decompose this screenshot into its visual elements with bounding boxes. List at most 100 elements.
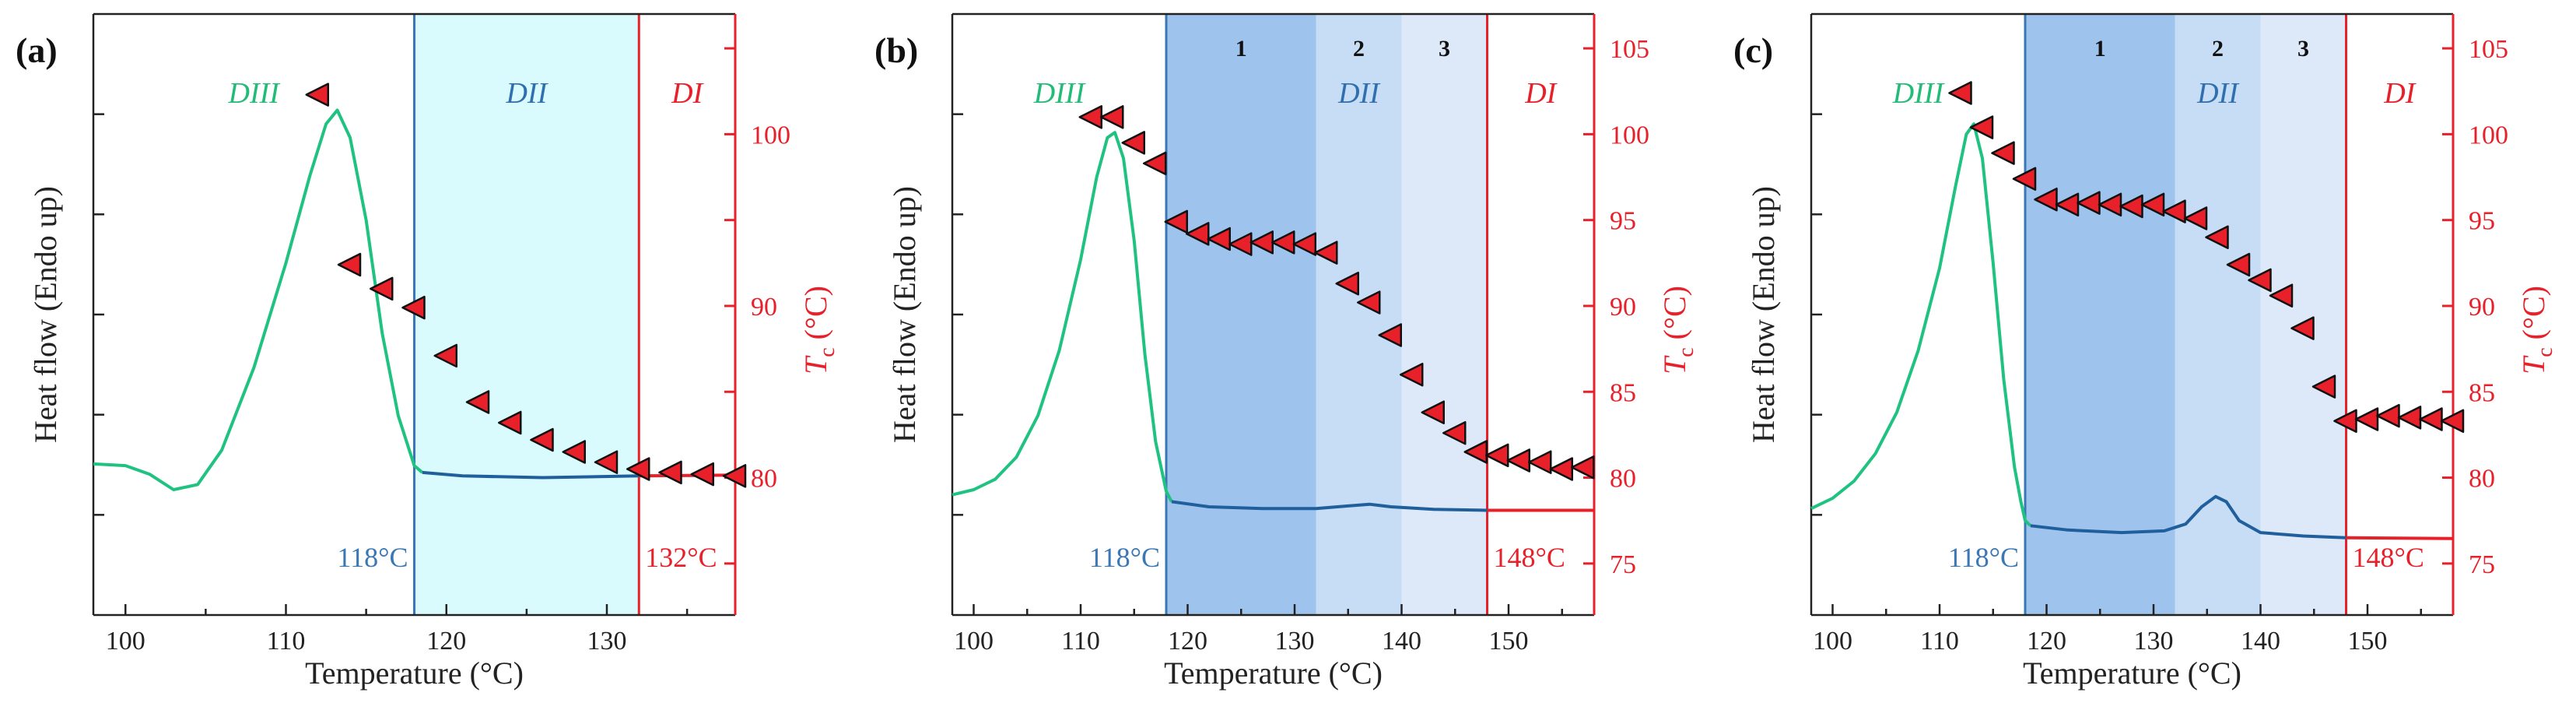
- dsc-curve-di: [639, 473, 736, 478]
- tc-point: [2397, 406, 2422, 430]
- tc-point: [1948, 81, 1972, 105]
- x-tick-label: 150: [2348, 627, 2388, 655]
- region-label-diii: DIII: [1892, 77, 1946, 110]
- tc-point: [530, 427, 554, 452]
- x-axis-label: Temperature (°C): [305, 655, 524, 691]
- tc-unit: (°C): [1657, 286, 1692, 347]
- tc-point: [433, 343, 457, 368]
- tc-point: [2119, 194, 2143, 219]
- tc-symbol: T: [2516, 355, 2551, 374]
- tc-symbol: T: [1657, 355, 1692, 374]
- tc-point: [1528, 450, 1552, 474]
- right-tick-label: 85: [1610, 378, 1636, 407]
- tc-point: [626, 457, 650, 481]
- x-tick-label: 120: [426, 627, 466, 655]
- region-label-diii: DIII: [1033, 77, 1087, 110]
- tc-point: [1271, 230, 1295, 255]
- tc-point: [1991, 141, 2015, 165]
- tc-point: [658, 460, 682, 485]
- dsc-curve-diii: [1810, 122, 2032, 527]
- tc-point: [2419, 407, 2443, 431]
- dsc-curve-di: [2346, 536, 2454, 540]
- tc-point: [305, 83, 329, 107]
- tc-point: [2205, 225, 2229, 249]
- tc-point: [1292, 232, 1316, 256]
- tc-point: [2012, 167, 2037, 191]
- right-tick-label: 90: [2469, 293, 2495, 322]
- tc-point: [2034, 187, 2058, 212]
- tc-point: [1207, 227, 1231, 251]
- tc-point: [1378, 323, 1402, 347]
- tc-point: [2376, 403, 2400, 428]
- dsc-curve-diii: [93, 108, 424, 491]
- dsc-curve-dii: [2030, 494, 2346, 540]
- region-label-dii: DII: [505, 77, 548, 110]
- tc-point: [1969, 115, 1994, 139]
- x-tick-label: 100: [1813, 627, 1852, 655]
- tc-point: [1100, 105, 1124, 129]
- tc-point: [498, 410, 522, 435]
- x-tick-label: 100: [106, 627, 145, 655]
- x-tick-label: 110: [1920, 627, 1959, 655]
- region-label-dii: DII: [2196, 77, 2240, 110]
- panel-c: 100 110 120 130 140 150 75 80 85 90 95 100 105 Temper…: [1718, 0, 2576, 717]
- right-tick-label: 80: [751, 465, 777, 494]
- tc-point: [337, 252, 362, 277]
- subregion-3: [2260, 14, 2346, 615]
- right-y-axis-label: Tc (°C): [798, 286, 839, 374]
- subregion-1: [2025, 14, 2175, 615]
- left-y-axis-label: Heat flow (Endo up): [887, 186, 922, 443]
- tc-symbol: T: [798, 355, 833, 374]
- x-tick-label: 130: [1275, 627, 1315, 655]
- region-label-di: DI: [1524, 77, 1558, 110]
- tc-point: [2333, 409, 2357, 434]
- panel-label: (c): [1733, 30, 1773, 70]
- x-axis-label: Temperature (°C): [2023, 655, 2241, 691]
- x-axis-label: Temperature (°C): [1164, 655, 1383, 691]
- dsc-curve-diii: [952, 131, 1173, 503]
- tc-point: [2098, 192, 2122, 217]
- x-tick-label: 110: [267, 627, 306, 655]
- tc-point: [2162, 199, 2186, 223]
- panel-b: 100 110 120 130 140 150 75 80 85 90 95 100 105 Temper…: [859, 0, 1717, 717]
- x-tick-label: 130: [2134, 627, 2174, 655]
- boundary-label-1: 118°C: [337, 542, 408, 573]
- right-y-axis-label: Tc (°C): [1657, 286, 1698, 374]
- tc-point: [2311, 374, 2336, 399]
- region-label-dii: DII: [1337, 77, 1381, 110]
- region-label-diii: DIII: [228, 77, 282, 110]
- panel-label: (a): [16, 30, 58, 70]
- tc-point: [594, 450, 619, 474]
- region-diii: [93, 14, 415, 615]
- right-tick-label: 100: [1610, 121, 1649, 149]
- tc-point: [1121, 131, 1145, 155]
- right-tick-label: 95: [1610, 207, 1636, 236]
- tc-point: [2140, 192, 2165, 217]
- tc-point: [1400, 362, 1424, 387]
- x-tick-label: 150: [1489, 627, 1529, 655]
- right-tick-label: 80: [1610, 465, 1636, 494]
- tc-subscript: c: [1674, 347, 1698, 357]
- x-tick-label: 100: [954, 627, 994, 655]
- panel-label: (b): [874, 30, 918, 70]
- x-tick-label: 110: [1061, 627, 1100, 655]
- tc-point: [2290, 316, 2315, 340]
- right-tick-label: 75: [1610, 550, 1636, 579]
- chart-c: 100 110 120 130 140 150 75 80 85 90 95 100 105 Temper…: [1733, 12, 2557, 691]
- right-tick-label: 105: [2469, 35, 2508, 64]
- x-tick-label: 120: [1168, 627, 1207, 655]
- right-tick-label: 85: [2469, 378, 2495, 407]
- subregion-3: [1401, 14, 1488, 615]
- tc-subscript: c: [2533, 347, 2557, 357]
- tc-point: [1357, 290, 1381, 315]
- tc-point: [690, 462, 714, 487]
- region-diii: [952, 14, 1166, 615]
- region-dii: [414, 14, 640, 615]
- subregion-1: [1166, 14, 1316, 615]
- x-tick-label: 130: [587, 627, 627, 655]
- right-tick-label: 90: [751, 293, 777, 322]
- right-y-axis-label: Tc (°C): [2516, 286, 2557, 374]
- tc-point: [2269, 283, 2294, 308]
- subregion-label-2: 2: [2212, 36, 2224, 62]
- tc-point: [1506, 448, 1530, 473]
